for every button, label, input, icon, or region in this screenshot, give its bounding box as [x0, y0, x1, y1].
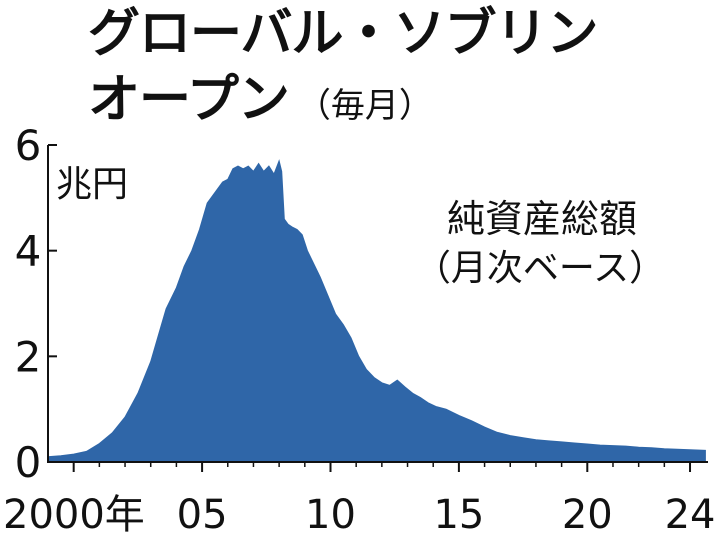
x-tick-label: 10 [305, 492, 356, 538]
chart-title-main: オープン [88, 70, 290, 130]
y-unit-label: 兆円 [56, 164, 128, 205]
chart-title-frequency: （毎月） [296, 86, 433, 126]
x-tick-label: 05 [177, 492, 228, 538]
x-tick-label: 24 [665, 492, 716, 538]
x-tick-label: 20 [562, 492, 613, 538]
y-tick-label: 4 [15, 227, 42, 276]
series-label-basis: （月次ベース） [415, 248, 665, 289]
chart-title-line2: オープン （毎月） [88, 74, 433, 126]
x-tick-label: 2000年 [3, 492, 145, 538]
y-tick-label: 0 [15, 438, 42, 487]
x-tick-label: 15 [433, 492, 484, 538]
y-tick-label: 2 [15, 332, 42, 381]
chart-title-line1: グローバル・ソブリン [88, 4, 598, 64]
y-tick-label: 6 [15, 121, 42, 170]
series-label: 純資産総額 [447, 197, 637, 241]
net-assets-area [47, 159, 706, 463]
